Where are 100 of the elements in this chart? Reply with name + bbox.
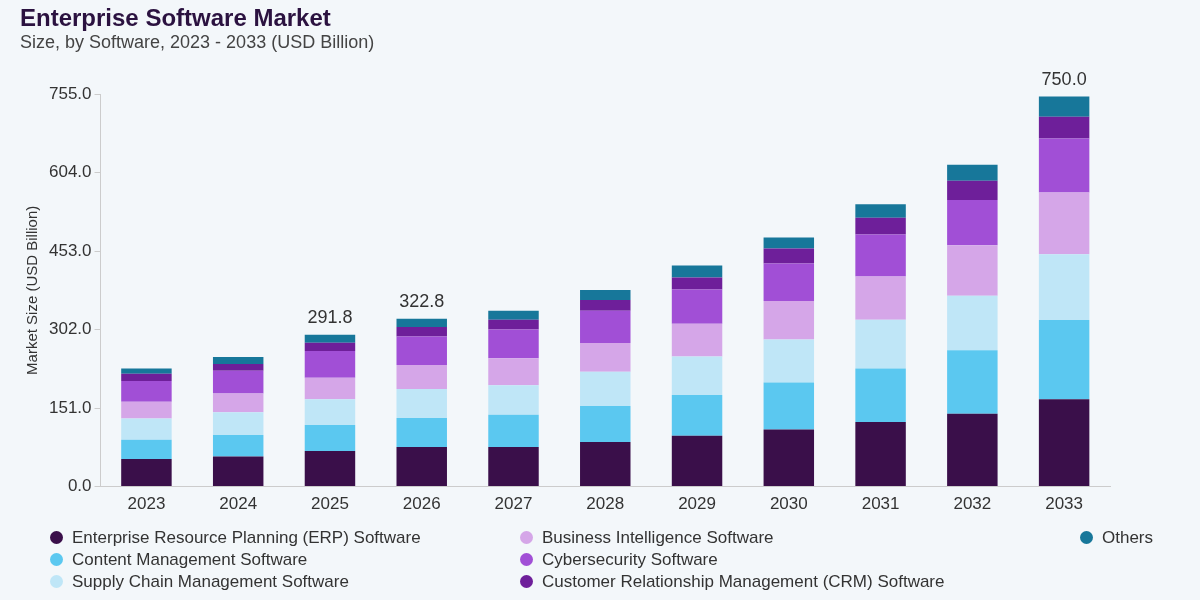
legend-label: Business Intelligence Software [541, 528, 775, 549]
bar [763, 237, 815, 249]
bar [580, 290, 631, 300]
bar [580, 406, 631, 442]
y-tick-label: 453.0 [48, 240, 92, 260]
chart-subtitle: Size, by Software, 2023 - 2033 (USD Billion) [20, 32, 375, 53]
legend-label: Enterprise Resource Planning (ERP) Software [71, 528, 422, 549]
bar [1038, 138, 1090, 193]
bar [580, 310, 631, 344]
bar [1038, 116, 1090, 139]
bar [121, 459, 172, 487]
chart-title: Enterprise Software Market [20, 4, 331, 32]
bar [947, 350, 998, 414]
bar [855, 319, 906, 369]
bar [121, 439, 172, 460]
x-tick-label: 2032 [953, 494, 992, 514]
bar [488, 319, 539, 330]
bar [1038, 192, 1090, 255]
bar [1038, 96, 1090, 117]
bar [304, 334, 356, 343]
bar [763, 382, 815, 430]
legend-label: Others [1101, 528, 1155, 549]
bar [671, 265, 723, 278]
bar [212, 363, 264, 371]
x-tick-label: 2026 [402, 494, 441, 514]
legend-label: Customer Relationship Management (CRM) Software [541, 572, 946, 593]
bar [396, 389, 447, 419]
bar [671, 289, 723, 324]
bar [396, 318, 447, 328]
bar [1038, 254, 1090, 321]
bar [304, 377, 356, 400]
bar [855, 368, 906, 423]
legend-label: Supply Chain Management Software [71, 572, 350, 593]
bar [671, 435, 723, 487]
bar [304, 399, 356, 425]
bar [671, 395, 723, 436]
bar [947, 200, 998, 246]
bar [121, 381, 172, 402]
bar [580, 371, 631, 406]
bar [396, 336, 447, 366]
legend-label: Cybersecurity Software [541, 550, 719, 571]
bar [580, 441, 631, 487]
y-tick-label: 755.0 [48, 83, 92, 103]
bar [855, 234, 906, 277]
bar [488, 447, 539, 487]
total-label: 750.0 [1041, 68, 1087, 89]
x-tick-label: 2033 [1045, 494, 1084, 514]
x-tick-label: 2029 [678, 494, 716, 514]
bar [212, 357, 264, 364]
bar [947, 295, 998, 351]
bar [580, 299, 631, 311]
bar [947, 245, 998, 296]
total-label: 322.8 [399, 290, 445, 311]
x-tick-label: 2028 [586, 494, 625, 514]
y-tick-label: 0.0 [67, 476, 92, 496]
legend-label: Content Management Software [71, 550, 309, 571]
x-tick-label: 2031 [861, 494, 900, 514]
bar [488, 310, 539, 320]
bar [947, 180, 998, 201]
total-label: 291.8 [307, 306, 353, 327]
bar [763, 300, 815, 340]
bar [580, 343, 631, 372]
bar [763, 339, 815, 383]
bar [396, 365, 447, 389]
bar [396, 327, 447, 337]
bar [1038, 320, 1090, 400]
y-tick-label: 604.0 [48, 162, 92, 182]
bar [855, 204, 906, 218]
bar [304, 342, 356, 351]
bar [671, 356, 723, 396]
bar [488, 414, 539, 448]
bar [488, 358, 539, 386]
bar [671, 277, 723, 290]
bar [947, 164, 998, 181]
bar [212, 393, 264, 413]
bar [304, 350, 356, 378]
bar [121, 401, 172, 419]
bar [671, 323, 723, 357]
bar [212, 412, 264, 436]
bar [855, 217, 906, 235]
x-tick-label: 2024 [219, 494, 258, 514]
bar [763, 263, 815, 301]
bar [763, 429, 815, 487]
x-tick-label: 2023 [127, 494, 166, 514]
bar [855, 276, 906, 320]
bar [396, 418, 447, 448]
bar [121, 418, 172, 440]
bar [763, 248, 815, 264]
bar [488, 329, 539, 359]
bar [1038, 399, 1090, 487]
y-axis-title: Market Size (USD Billion) [23, 205, 41, 375]
y-tick-label: 302.0 [48, 319, 92, 339]
bar [121, 373, 172, 382]
bar [488, 385, 539, 415]
x-tick-label: 2025 [311, 494, 349, 514]
bar [212, 435, 264, 457]
bar [947, 413, 998, 487]
bar [855, 422, 906, 487]
bar [212, 456, 264, 487]
bar [212, 370, 264, 394]
